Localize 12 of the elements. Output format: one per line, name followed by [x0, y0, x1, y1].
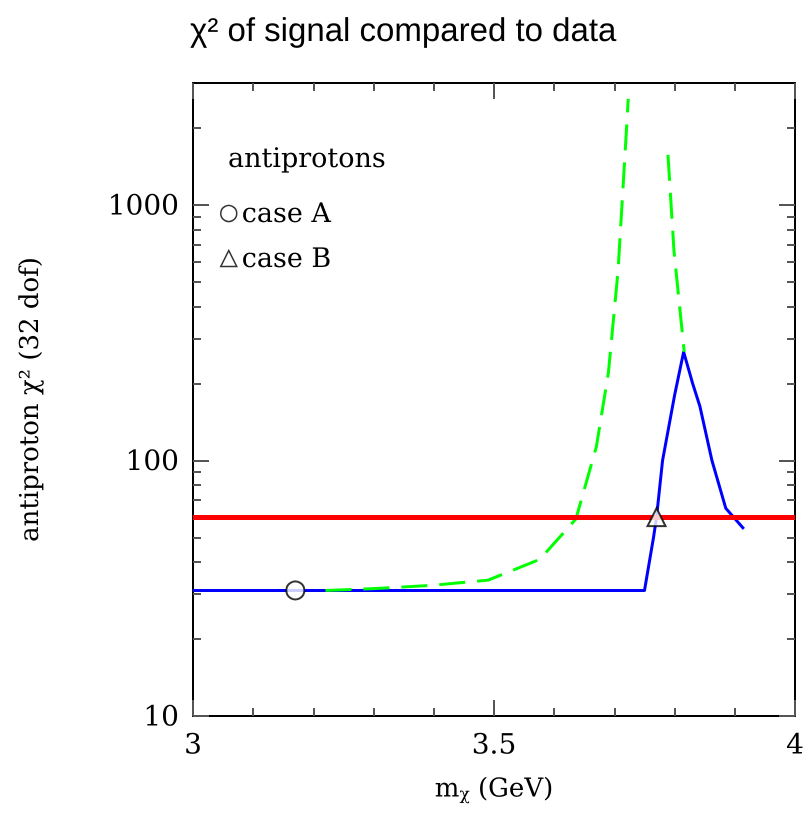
x-tick-label: 4 [786, 728, 804, 760]
y-tick-label: 100 [126, 444, 179, 477]
line-series [192, 350, 746, 592]
chart-title: χ² of signal compared to data [190, 11, 618, 48]
legend-label: case A [242, 198, 332, 229]
x-tick-label: 3 [184, 728, 202, 760]
y-tick-label: 1000 [108, 188, 179, 222]
y-tick-label: 10 [143, 700, 179, 732]
y-axis-title: antiproton χ² (32 dof) [15, 257, 45, 542]
legend-label: case B [242, 243, 332, 274]
x-tick-label: 3.5 [472, 728, 516, 760]
legend-title: antiprotons [228, 143, 386, 174]
